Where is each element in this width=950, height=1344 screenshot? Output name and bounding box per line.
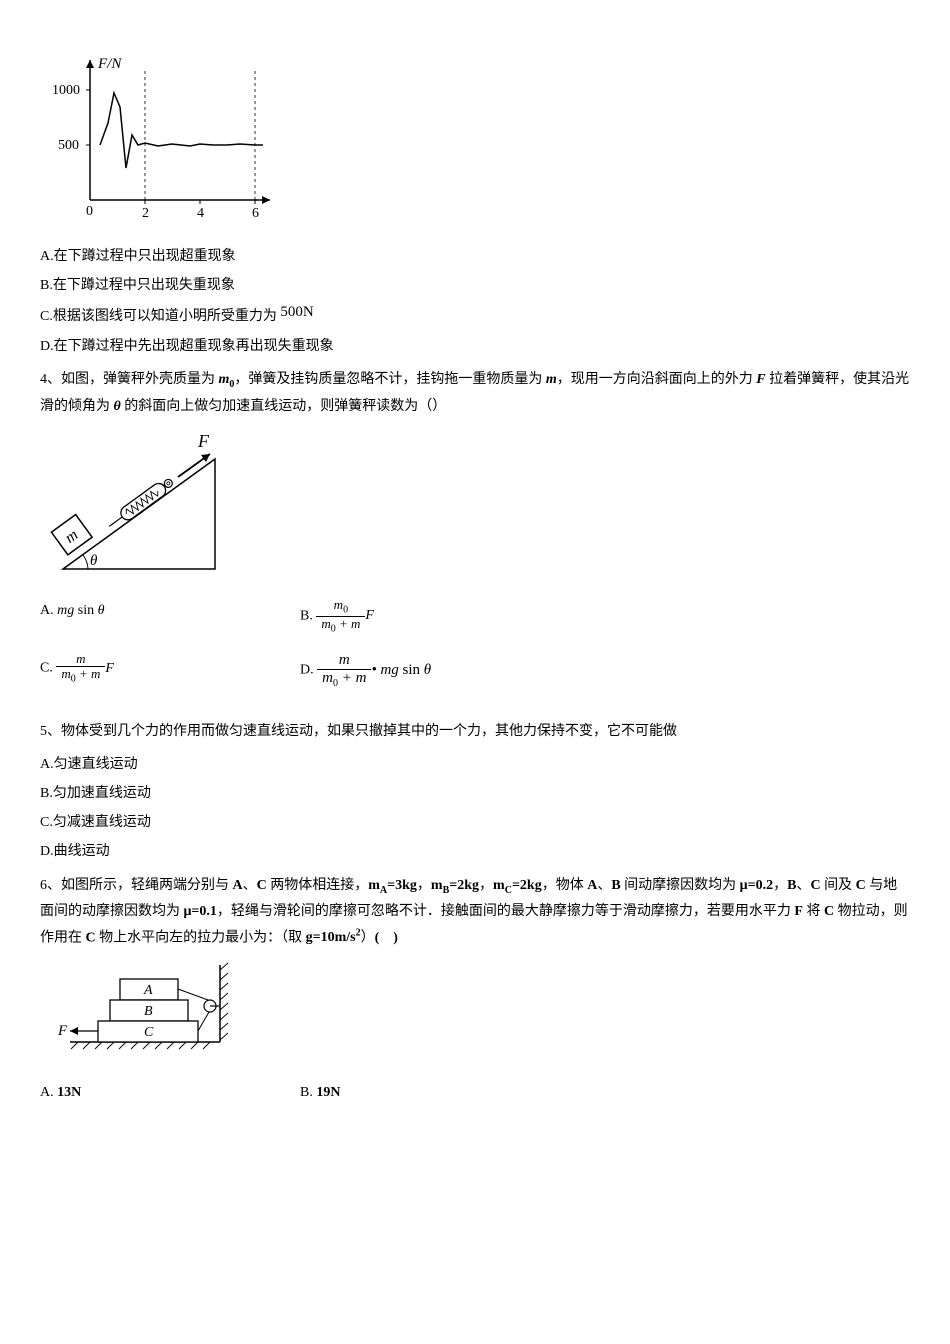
q5-text: 5、物体受到几个力的作用而做匀速直线运动，如果只撤掉其中的一个力，其他力保持不变… [40, 719, 910, 744]
q5-option-d: D.曲线运动 [40, 839, 910, 864]
q4-text: 4、如图，弹簧秤外壳质量为 m0，弹簧及挂钩质量忽略不计，挂钩拖一重物质量为 m… [40, 367, 910, 419]
q6-options-row: A. 13N B. 19N [40, 1080, 910, 1105]
q3-option-d: D.在下蹲过程中先出现超重现象再出现失重现象 [40, 334, 910, 359]
xtick-0: 0 [86, 204, 93, 219]
q4-c-label: C. [40, 661, 53, 676]
y-axis-label: F/N [97, 56, 122, 72]
ytick-500: 500 [58, 138, 79, 153]
q4-a-label: A. [40, 603, 54, 618]
angle-label: θ [90, 553, 98, 569]
q4-option-d: D. mm0 + m • mg sin θ [300, 652, 431, 689]
xtick-2: 2 [142, 206, 149, 220]
q3-option-c: C.根据该图线可以知道小明所受重力为 500N [40, 303, 910, 330]
q4-b-label: B. [300, 608, 313, 623]
q3-option-a: A.在下蹲过程中只出现超重现象 [40, 244, 910, 269]
q5-option-a: A.匀速直线运动 [40, 752, 910, 777]
q3-c-prefix: C.根据该图线可以知道小明所受重力为 [40, 309, 277, 324]
q4-options-row2: C. mm0 + m F D. mm0 + m • mg sin θ [40, 652, 910, 689]
block-a-label: A [143, 983, 153, 998]
force-time-graph: 500 1000 0 2 4 6 F/N [50, 50, 910, 229]
q6-option-a: A. 13N [40, 1080, 160, 1105]
q4-option-a: A. mg sin θ [40, 598, 160, 634]
q6-figure: A B C F [50, 960, 910, 1069]
q3-option-b: B.在下蹲过程中只出现失重现象 [40, 273, 910, 298]
q3-c-value: 500N [280, 304, 313, 320]
q5-option-b: B.匀加速直线运动 [40, 781, 910, 806]
block-b-label: B [144, 1004, 153, 1019]
xtick-6: 6 [252, 206, 259, 220]
q4-option-c: C. mm0 + m F [40, 652, 160, 689]
q4-option-b: B. m0m0 + m F [300, 598, 420, 634]
q4-options-row1: A. mg sin θ B. m0m0 + m F [40, 598, 910, 634]
q6-text: 6、如图所示，轻绳两端分别与 A、C 两物体相连接，mA=3kg，mB=2kg，… [40, 873, 910, 951]
q5-option-c: C.匀减速直线运动 [40, 810, 910, 835]
q6-force-label: F [57, 1023, 68, 1039]
block-c-label: C [144, 1025, 154, 1040]
q4-d-label: D. [300, 663, 317, 678]
ytick-1000: 1000 [52, 83, 80, 98]
q4-incline-figure: θ m F [50, 429, 910, 588]
xtick-4: 4 [197, 206, 204, 220]
force-label: F [197, 431, 210, 451]
q6-option-b: B. 19N [300, 1080, 420, 1105]
